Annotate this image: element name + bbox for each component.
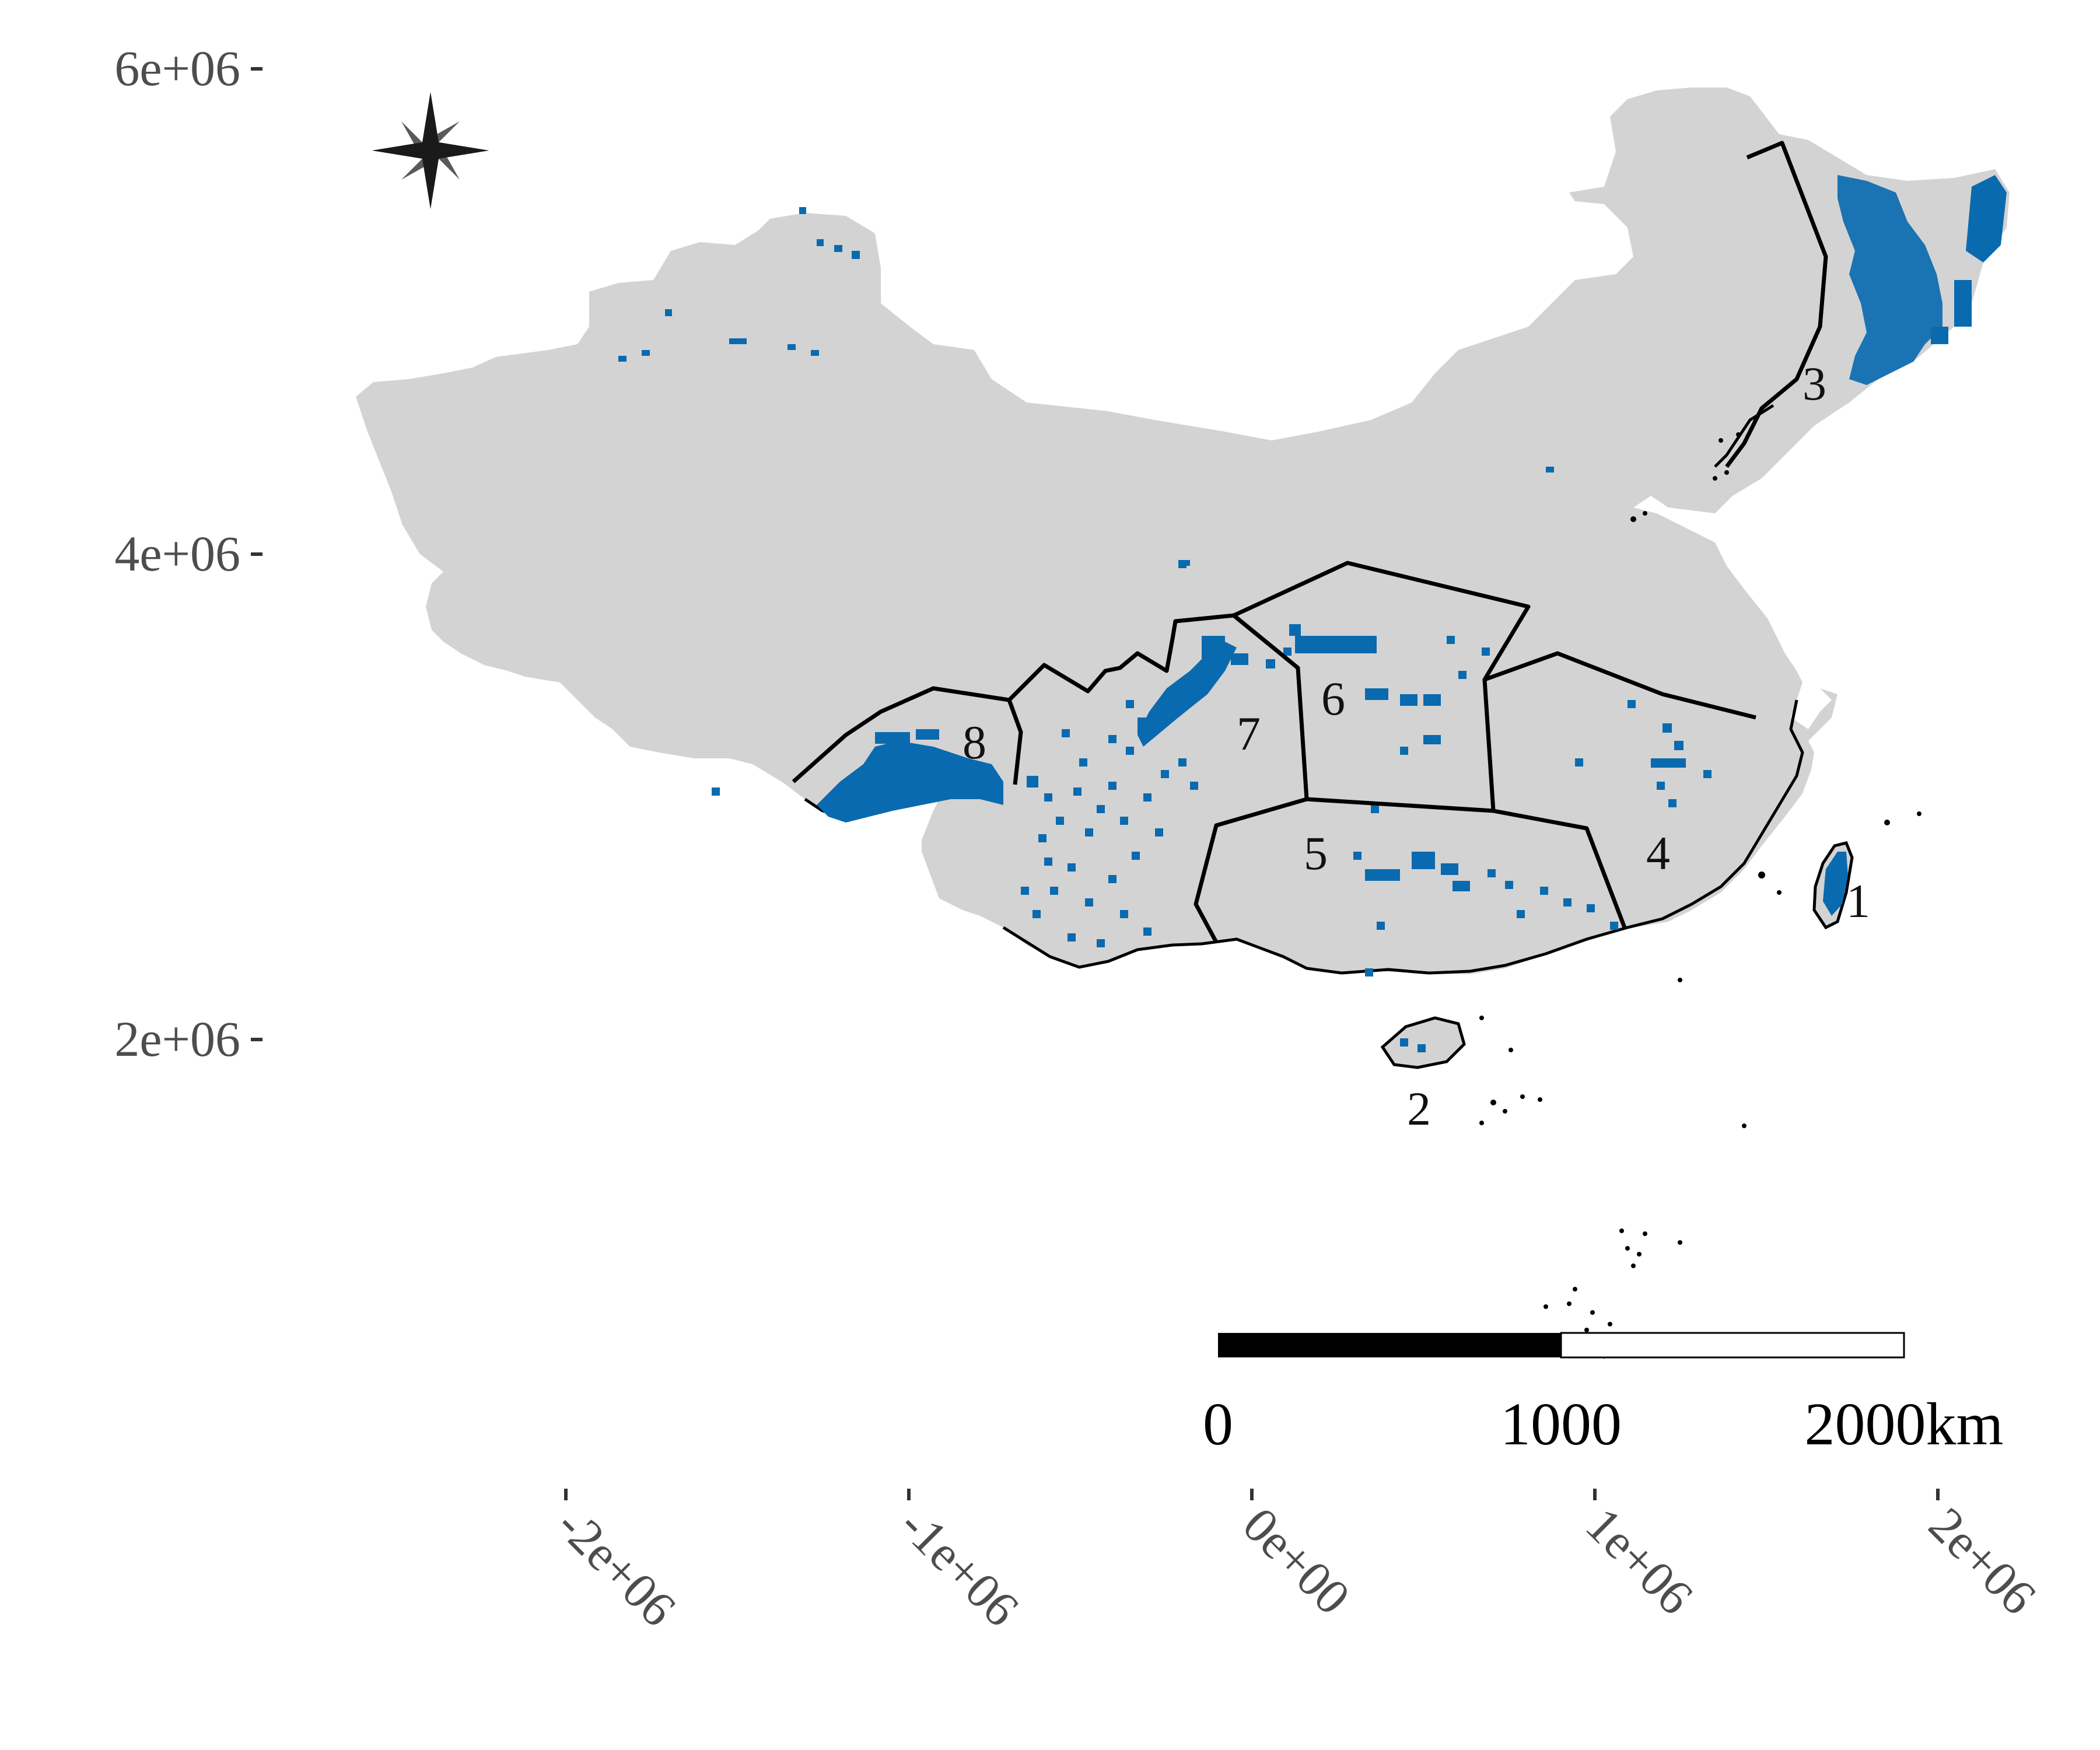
presence-patch-hengduan [1138,642,1237,747]
compass-star-icon [372,92,489,209]
x-tick-label: -2e+06 [547,1497,687,1637]
region-border-5 [1194,797,1307,943]
presence-cells [618,175,2007,1052]
y-tick-label: 4e+06 [114,526,240,582]
region-borders [792,141,1828,943]
island-dots [1479,432,1922,1359]
region-label-5: 5 [1304,827,1328,880]
region-border-8 [792,686,1010,783]
x-axis: -2e+06 -1e+06 0e+00 1e+06 2e+06 [547,1489,2047,1637]
land-mass [356,88,2010,1069]
y-tick-label: 2e+06 [114,1011,240,1067]
scale-bar: 0 1000 2000km [1203,1332,2004,1458]
region-label-6: 6 [1321,672,1345,725]
region-border-7 [1007,613,1300,785]
region-border-6 [1231,561,1531,813]
scale-label-0: 0 [1203,1391,1233,1458]
region-label-1: 1 [1846,874,1870,928]
y-axis: 6e+06 4e+06 2e+06 [114,40,262,1067]
x-tick-label: 2e+06 [1919,1497,2047,1625]
region-label-7: 7 [1237,707,1261,760]
hainan-island [1380,1016,1466,1069]
region-label-3: 3 [1803,357,1826,410]
x-tick-label: 0e+00 [1233,1497,1361,1625]
region-label-4: 4 [1646,827,1670,880]
mainland-china [356,88,2010,974]
y-tick-label: 6e+06 [114,40,240,96]
region-labels: 1 2 3 4 5 6 7 8 [963,357,1870,1135]
presence-patch-northeast [1838,175,1943,385]
scale-bar-white-segment [1560,1332,1905,1359]
region-border-3 [1725,141,1828,468]
presence-patch-southern-tibet [817,741,1003,822]
x-tick-label: 1e+06 [1576,1497,1704,1625]
region-label-2: 2 [1407,1082,1431,1135]
scale-bar-black-segment [1218,1333,1561,1357]
scale-label-1000: 1000 [1500,1391,1622,1458]
presence-patch-taiwan [1823,852,1848,916]
region-label-8: 8 [963,716,986,769]
scale-label-2000km: 2000km [1805,1391,2004,1458]
region-border-4 [1483,651,1756,929]
x-tick-label: -1e+06 [890,1497,1030,1637]
